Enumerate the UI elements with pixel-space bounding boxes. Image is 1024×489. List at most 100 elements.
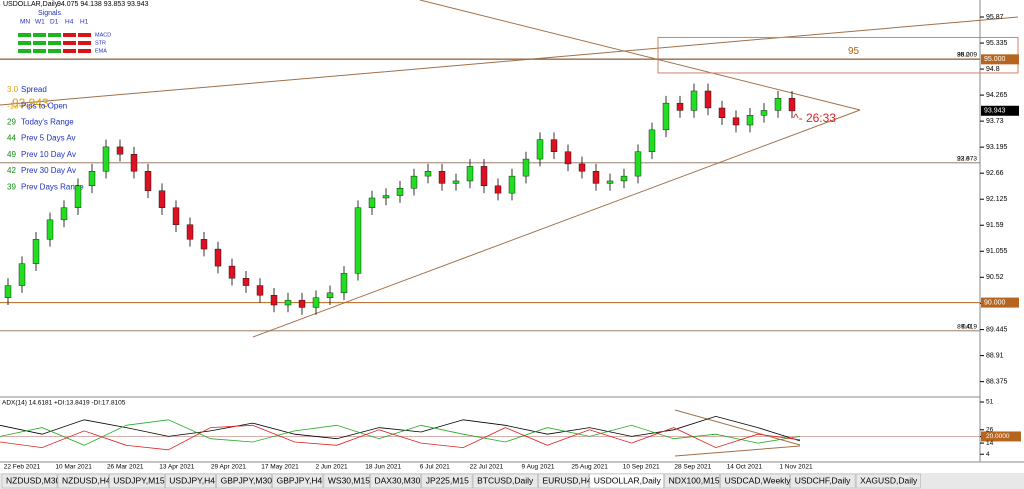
tab[interactable] (370, 473, 422, 489)
tab-label[interactable]: GBPJPY,M30 (221, 475, 273, 485)
candle-body (242, 278, 250, 286)
x-tick-label: 6 Jul 2021 (420, 464, 450, 471)
annotation: ^- 26:33 (793, 111, 836, 125)
y-tick-label: 93.195 (986, 144, 1008, 151)
candle-body (718, 107, 726, 118)
candle-body (494, 185, 502, 194)
header-ohlc: 94.075 94.138 93.853 93.943 (57, 1, 149, 8)
tab[interactable] (109, 473, 165, 489)
candle-body (256, 285, 264, 296)
x-tick-label: 9 Aug 2021 (522, 464, 555, 471)
candle-body (522, 158, 530, 177)
candle-body (676, 102, 684, 111)
tab[interactable] (1, 473, 58, 489)
price-box-label: 93.943 (984, 108, 1006, 115)
trend-line (674, 409, 801, 446)
fib-price: 89.419 (957, 324, 977, 331)
signal-cell (18, 41, 31, 45)
info-label: Spread (21, 85, 47, 94)
tab[interactable] (790, 473, 856, 489)
tab[interactable] (216, 473, 272, 489)
tab[interactable] (538, 473, 590, 489)
candle-body (172, 207, 180, 225)
tab-label[interactable]: EURUSD,H4 (543, 475, 592, 485)
tab-label[interactable]: DAX30,M30 (375, 475, 421, 485)
tab[interactable] (472, 473, 538, 489)
y-tick-label: 92.125 (986, 196, 1008, 203)
tab-label[interactable]: WS30,M15 (328, 475, 370, 485)
tab-label[interactable]: NDX100,M15 (669, 475, 720, 485)
tab-label[interactable]: GBPJPY,H4 (277, 475, 323, 485)
candle-body (102, 146, 110, 172)
signal-name: EMA (95, 48, 107, 54)
signal-cell (18, 33, 31, 37)
candle-body (732, 117, 740, 126)
indicator-line (0, 415, 801, 442)
candle-body (214, 248, 222, 267)
y-tick-label: 88.375 (986, 378, 1008, 385)
y-tick-label: 95.335 (986, 40, 1008, 47)
signal-cell (78, 49, 91, 53)
x-tick-label: 10 Sep 2021 (623, 464, 660, 471)
candle-body (298, 299, 306, 308)
tab[interactable] (855, 473, 921, 489)
tab-label[interactable]: BTCUSD,Daily (477, 475, 534, 485)
candle-body (466, 166, 474, 182)
tab-label[interactable]: XAGUSD,Daily (860, 475, 918, 485)
info-price: 93.943 (12, 96, 49, 110)
candle-body (228, 265, 236, 279)
fib-ratio: 0.0 (962, 324, 971, 331)
signal-cell (63, 41, 76, 45)
y-tick-label: 26 (986, 426, 994, 433)
y-tick-label: 95.87 (986, 14, 1004, 21)
candle-body (452, 180, 460, 184)
signal-timeframe: H4 (65, 19, 74, 26)
indicator-line (0, 424, 801, 451)
tab[interactable] (323, 473, 370, 489)
signal-timeframe: MN (20, 19, 30, 26)
level-box (981, 431, 1021, 442)
candle-body (788, 98, 796, 112)
x-tick-label: 2 Jun 2021 (316, 464, 349, 471)
fib-ratio: 38.2 (957, 52, 970, 59)
tab-label[interactable]: USDJPY,M15 (113, 475, 165, 485)
tab[interactable] (272, 473, 324, 489)
candle-body (368, 197, 376, 208)
tab[interactable] (720, 473, 790, 489)
y-tick-label: 51 (986, 399, 994, 406)
y-tick-label: 91.055 (986, 248, 1008, 255)
signal-name: MACD (95, 32, 111, 38)
candle-body (18, 263, 26, 286)
tab-label[interactable]: USDCHF,Daily (795, 475, 851, 485)
candle-body (438, 171, 446, 184)
info-value: 49 (7, 150, 16, 159)
tab-label[interactable]: JP225,M15 (426, 475, 469, 485)
tab-label[interactable]: USDCAD,Weekly (725, 475, 792, 485)
info-label: Prev 10 Day Av (21, 150, 76, 159)
tab[interactable] (57, 473, 109, 489)
candle-body (424, 171, 432, 177)
price-box-label: 90.000 (984, 299, 1006, 306)
tab[interactable] (421, 473, 473, 489)
tab[interactable] (589, 473, 664, 489)
tab-label[interactable]: NZDUSD,H4 (62, 475, 111, 485)
price-box (981, 105, 1019, 116)
tab[interactable] (664, 473, 720, 489)
x-tick-label: 14 Oct 2021 (727, 464, 763, 471)
signal-cell (63, 33, 76, 37)
signal-cell (48, 33, 61, 37)
tab[interactable] (165, 473, 216, 489)
x-tick-label: 22 Jul 2021 (470, 464, 504, 471)
y-tick-label: 20.0000 (986, 433, 1010, 440)
tab-label[interactable]: USDJPY,H4 (169, 475, 215, 485)
y-tick-label: 88.91 (986, 352, 1004, 359)
tab-label[interactable]: NZDUSD,M30 (6, 475, 61, 485)
signal-timeframe: H1 (80, 19, 89, 26)
tab-label[interactable]: USDOLLAR,Daily (594, 475, 662, 485)
x-tick-label: 28 Sep 2021 (674, 464, 711, 471)
candle-body (760, 110, 768, 116)
y-tick-label: 94.265 (986, 92, 1008, 99)
x-tick-label: 1 Nov 2021 (779, 464, 813, 471)
